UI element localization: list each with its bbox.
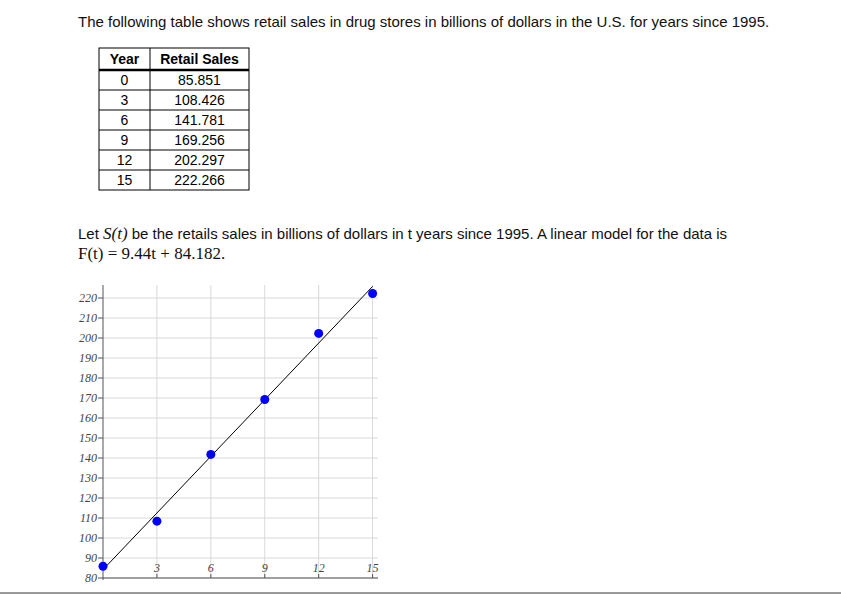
table-cell: 108.426 [174, 92, 225, 108]
data-point [206, 450, 215, 459]
tick-label: 100 [79, 531, 97, 545]
grid-line [103, 358, 378, 359]
tick-label: 9 [262, 561, 268, 575]
row-rule [99, 150, 249, 151]
tick [98, 538, 103, 539]
data-point [152, 517, 161, 526]
table-border [99, 48, 249, 190]
chart: 80 90 100 110 120 130 140 150 160 170 180 190 200 210… [79, 285, 379, 585]
grid-line [103, 518, 378, 519]
tick [98, 458, 103, 459]
tick-label: 80 [85, 571, 97, 585]
line-layer [103, 286, 373, 569]
table-cell: 6 [121, 112, 129, 128]
tick-label: 190 [79, 351, 97, 365]
tick [98, 578, 103, 579]
table: Year Retail Sales 0 85.851 3 108.426 6 141.781 9… [99, 48, 249, 190]
table-cell: 169.256 [174, 132, 225, 148]
grid-line [103, 478, 378, 479]
page-rule [0, 592, 841, 594]
model-line [103, 286, 373, 569]
tick-label: 90 [85, 551, 97, 565]
grid-line [103, 538, 378, 539]
text-part: Let [78, 225, 103, 242]
data-point [99, 562, 108, 571]
row-rule [99, 170, 249, 171]
table-cell: 15 [117, 172, 133, 188]
tick-label: 200 [79, 331, 97, 345]
grid-line [103, 458, 378, 459]
table-cell: 141.781 [174, 112, 225, 128]
tick-label: 12 [313, 561, 325, 575]
text-part: be the retails sales in billions of doll… [128, 225, 728, 242]
tick [98, 498, 103, 499]
grid-line [103, 398, 378, 399]
tick-label: 150 [79, 431, 97, 445]
tick-label: 160 [79, 411, 97, 425]
tick [98, 298, 103, 299]
tick-label: 3 [153, 561, 160, 575]
grid-line [103, 378, 378, 379]
data-point [368, 289, 377, 298]
table-cell: 3 [121, 92, 129, 108]
tick [98, 418, 103, 419]
table-cell: 202.297 [174, 152, 225, 168]
grid-line [103, 318, 378, 319]
tick [98, 478, 103, 479]
row-rule [99, 110, 249, 111]
tick-label: 170 [79, 391, 97, 405]
grid-line [103, 298, 378, 299]
tick [98, 558, 103, 559]
grid-line [103, 418, 378, 419]
data-point [314, 329, 323, 338]
tick [98, 438, 103, 439]
table-cell: 0 [121, 72, 129, 88]
tick [98, 358, 103, 359]
grid-line [156, 285, 157, 578]
tick-label: 15 [367, 561, 379, 575]
math: S(t) [103, 224, 128, 243]
grid-line [103, 558, 378, 559]
tick [98, 318, 103, 319]
tick-label: 120 [79, 491, 97, 505]
table-header: Year [110, 51, 140, 67]
grid-line [103, 438, 378, 439]
intro-text: The following table shows retail sales i… [78, 13, 769, 30]
table-cell: 12 [117, 152, 133, 168]
tick-label: 6 [208, 561, 214, 575]
question-text: Let S(t) be the retails sales in billion… [78, 224, 727, 243]
point-layer [99, 289, 378, 571]
y-axis [103, 285, 104, 580]
page: The following table shows retail sales i… [0, 0, 841, 595]
table-cell: 85.851 [178, 72, 221, 88]
table-header: Retail Sales [160, 51, 239, 67]
table-cell: 222.266 [174, 172, 225, 188]
grid-line [210, 285, 211, 578]
grid-line [372, 285, 373, 578]
row-rule [99, 90, 249, 91]
tick-label: 130 [79, 471, 97, 485]
grid-line [103, 578, 378, 579]
grid-line [103, 498, 378, 499]
tick [98, 398, 103, 399]
tick [98, 518, 103, 519]
tick-label: 110 [80, 511, 97, 525]
tick-label: 210 [79, 311, 97, 325]
tick [98, 338, 103, 339]
model-text: F(t) = 9.44t + 84.182. [78, 244, 225, 263]
grid-line [103, 338, 378, 339]
grid-line [264, 285, 265, 578]
header-rule [99, 69, 249, 72]
tick-label: 220 [79, 291, 97, 305]
table-cell: 9 [121, 132, 129, 148]
tick [98, 378, 103, 379]
tick-label: 180 [79, 371, 97, 385]
row-rule [99, 130, 249, 131]
x-axis [103, 578, 378, 579]
data-point [260, 395, 269, 404]
tick-label: 140 [79, 451, 97, 465]
